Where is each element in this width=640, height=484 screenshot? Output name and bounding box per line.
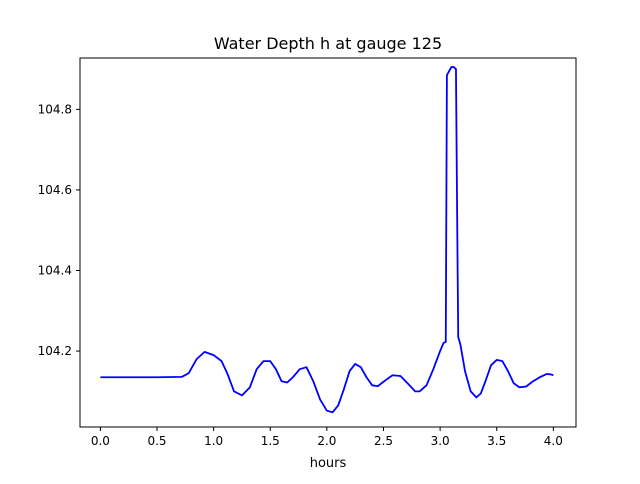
series-line [100,66,554,414]
y-tick-label: 104.2 [38,344,72,358]
x-tick-label: 1.5 [261,434,280,448]
x-tick-label: 1.0 [204,434,223,448]
x-axis-label: hours [310,456,347,471]
x-tick-label: 0.5 [147,434,166,448]
x-tick-label: 3.5 [487,434,506,448]
plot-area [79,57,577,428]
x-tick-label: 2.0 [317,434,336,448]
x-axis-ticks: 0.0 0.5 1.0 1.5 2.0 2.5 3.0 3.5 4.0 [91,427,563,448]
chart-title: Water Depth h at gauge 125 [214,34,442,53]
y-axis-ticks: 104.2 104.4 104.6 104.8 [38,102,80,358]
y-tick-label: 104.8 [38,102,72,116]
x-tick-label: 2.5 [374,434,393,448]
x-tick-label: 4.0 [544,434,563,448]
y-tick-label: 104.6 [38,183,72,197]
y-tick-label: 104.4 [38,263,72,277]
x-tick-label: 3.0 [431,434,450,448]
x-tick-label: 0.0 [91,434,110,448]
